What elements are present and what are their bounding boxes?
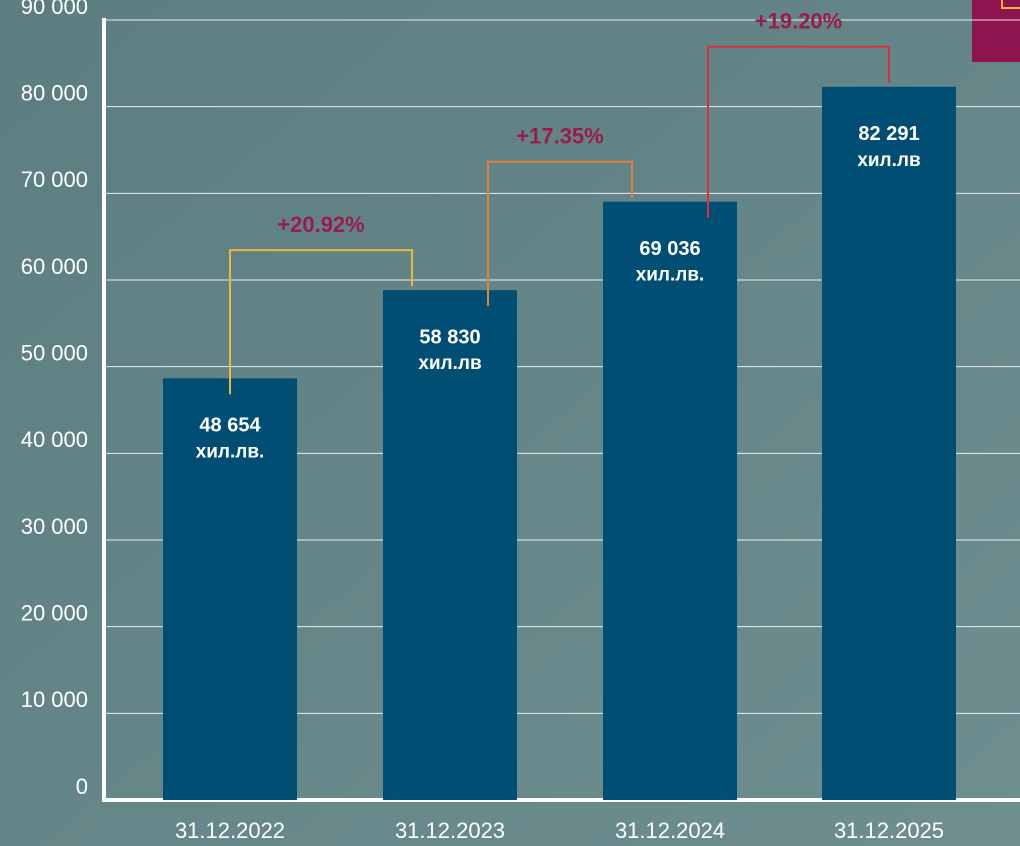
change-bracket xyxy=(229,249,413,395)
change-label: +19.20% xyxy=(755,9,842,34)
value-unit: хил.лв xyxy=(857,150,920,171)
value-label: 82 291 xyxy=(858,123,919,145)
corner-line xyxy=(1001,0,1020,9)
y-tick-label: 60 000 xyxy=(21,254,88,279)
y-tick-label: 40 000 xyxy=(21,427,88,452)
y-tick-label: 80 000 xyxy=(21,80,88,105)
y-tick-label: 10 000 xyxy=(21,687,88,712)
y-tick-label: 20 000 xyxy=(21,600,88,625)
x-tick-label: 31.12.2023 xyxy=(395,818,505,843)
x-tick-label: 31.12.2025 xyxy=(834,818,944,843)
bar xyxy=(163,378,297,800)
x-tick-label: 31.12.2022 xyxy=(175,818,285,843)
value-label: 48 654 xyxy=(199,415,261,437)
corner-box xyxy=(972,0,1020,62)
y-tick-label: 50 000 xyxy=(21,340,88,365)
bar xyxy=(603,201,737,801)
value-label: 58 830 xyxy=(419,326,480,348)
change-label: +17.35% xyxy=(516,124,603,149)
bar xyxy=(822,86,956,800)
value-label: 69 036 xyxy=(639,238,700,260)
change-bracket xyxy=(487,160,633,307)
value-unit: хил.лв xyxy=(418,353,481,374)
value-unit: хил.лв. xyxy=(196,441,265,462)
change-label: +20.92% xyxy=(277,212,364,237)
y-tick-label: 30 000 xyxy=(21,514,88,539)
value-unit: хил.лв. xyxy=(636,265,705,286)
y-tick-label: 0 xyxy=(76,774,88,799)
x-tick-label: 31.12.2024 xyxy=(615,818,725,843)
bar xyxy=(383,290,517,800)
y-tick-label: 70 000 xyxy=(21,167,88,192)
y-tick-label: 90 000 xyxy=(21,0,88,19)
change-bracket xyxy=(707,45,890,218)
